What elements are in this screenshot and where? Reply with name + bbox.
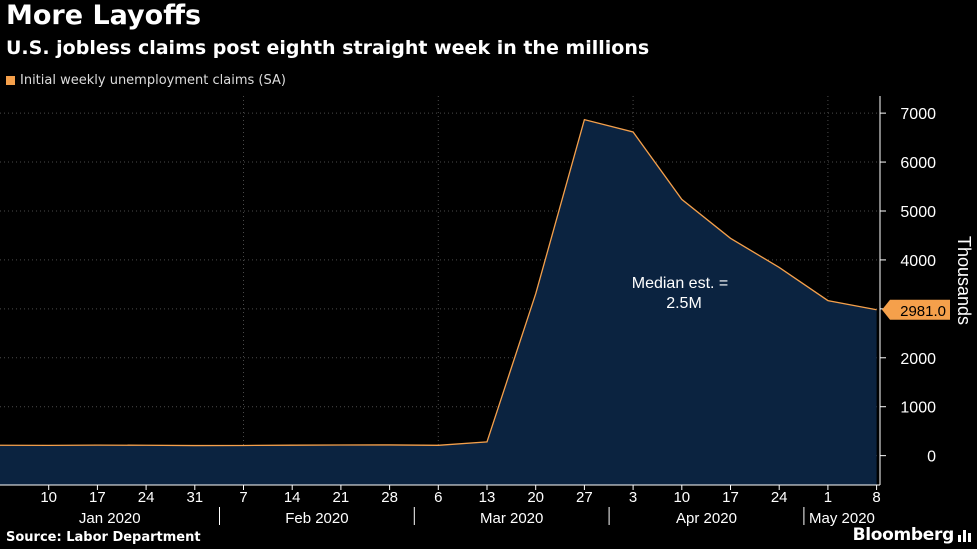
brand-name: Bloomberg bbox=[852, 525, 955, 545]
x-tick-label: 7 bbox=[239, 489, 247, 506]
legend-label: Initial weekly unemployment claims (SA) bbox=[20, 73, 286, 88]
x-tick-label: 10 bbox=[673, 489, 690, 506]
month-label: May 2020 bbox=[809, 510, 875, 527]
y-tick-label: 1000 bbox=[900, 400, 936, 417]
y-tick-label: 4000 bbox=[900, 253, 936, 270]
brand-logo: Bloomberg bbox=[853, 525, 973, 545]
month-label: Feb 2020 bbox=[285, 510, 348, 527]
x-tick-label: 20 bbox=[527, 489, 544, 506]
x-tick-label: 24 bbox=[771, 489, 788, 506]
month-label: Jan 2020 bbox=[79, 510, 141, 527]
chart-subtitle: U.S. jobless claims post eighth straight… bbox=[6, 37, 650, 59]
x-tick-label: 21 bbox=[333, 489, 350, 506]
x-tick-label: 17 bbox=[722, 489, 739, 506]
y-tick-label: 5000 bbox=[900, 204, 936, 221]
x-tick-label: 1 bbox=[824, 489, 832, 506]
x-tick-label: 28 bbox=[381, 489, 398, 506]
x-tick-label: 31 bbox=[186, 489, 203, 506]
x-tick-label: 8 bbox=[872, 489, 880, 506]
x-tick-label: 17 bbox=[89, 489, 106, 506]
x-tick-label: 13 bbox=[479, 489, 496, 506]
y-tick-label: 7000 bbox=[900, 106, 936, 123]
y-tick-label: 0 bbox=[927, 449, 936, 466]
source-note: Source: Labor Department bbox=[6, 530, 201, 545]
x-tick-label: 6 bbox=[434, 489, 442, 506]
series-area bbox=[0, 119, 877, 486]
legend: Initial weekly unemployment claims (SA) bbox=[6, 73, 286, 88]
x-tick-label: 24 bbox=[138, 489, 155, 506]
y-tick-label: 2000 bbox=[900, 351, 936, 368]
chart-title: More Layoffs bbox=[6, 0, 202, 31]
x-tick-label: 27 bbox=[576, 489, 593, 506]
bloomberg-bars-icon bbox=[958, 530, 971, 542]
y-axis-title: Thousands bbox=[954, 236, 974, 325]
y-tick-label: 6000 bbox=[900, 155, 936, 172]
x-tick-label: 10 bbox=[40, 489, 57, 506]
annotation-line-1: Median est. = bbox=[632, 275, 729, 292]
month-label: Apr 2020 bbox=[676, 510, 737, 527]
last-value-tag bbox=[882, 299, 950, 320]
legend-swatch bbox=[6, 76, 15, 85]
annotation-line-2: 2.5M bbox=[666, 295, 702, 312]
month-label: Mar 2020 bbox=[480, 510, 543, 527]
last-value-label: 2981.0 bbox=[900, 303, 946, 320]
x-tick-label: 14 bbox=[284, 489, 301, 506]
x-tick-label: 3 bbox=[629, 489, 637, 506]
